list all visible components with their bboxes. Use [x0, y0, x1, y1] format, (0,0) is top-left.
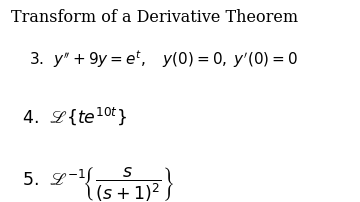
Text: 3.  $y'' + 9y = e^t, \quad y(0) = 0, \; y'(0) = 0$: 3. $y'' + 9y = e^t, \quad y(0) = 0, \; y…	[29, 48, 298, 70]
Text: Transform of a Derivative Theorem: Transform of a Derivative Theorem	[11, 9, 298, 26]
Text: 5.  $\mathscr{L}^{-1}\!\left\{\dfrac{s}{(s+1)^2}\right\}$: 5. $\mathscr{L}^{-1}\!\left\{\dfrac{s}{(…	[22, 165, 174, 202]
Text: 4.  $\mathscr{L}\left\{te^{10t}\right\}$: 4. $\mathscr{L}\left\{te^{10t}\right\}$	[22, 105, 127, 127]
